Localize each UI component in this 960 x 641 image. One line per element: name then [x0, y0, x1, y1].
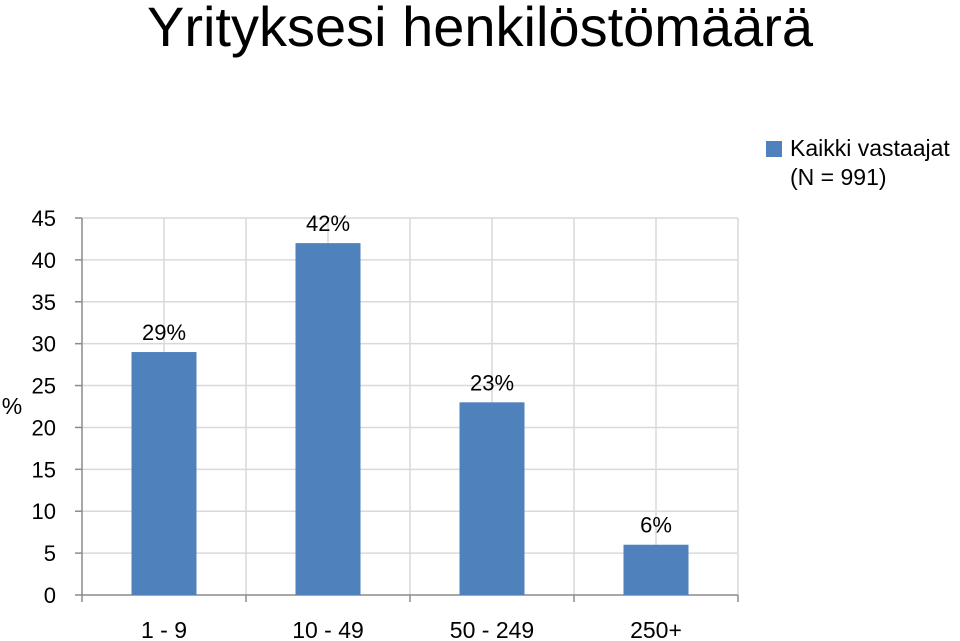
y-tick-label: 30: [32, 332, 56, 357]
bar: [623, 544, 689, 595]
x-tick-label: 1 - 9: [141, 617, 187, 641]
y-tick-label: 40: [32, 248, 56, 273]
bar: [459, 402, 525, 595]
legend-swatch: [766, 141, 782, 157]
bar: [295, 243, 361, 595]
y-tick-label: 0: [44, 583, 56, 608]
y-tick-label: 20: [32, 415, 56, 440]
y-tick-label: 25: [32, 374, 56, 399]
data-label: 42%: [306, 211, 350, 236]
y-tick-label: 15: [32, 457, 56, 482]
y-axis-label: %: [2, 393, 22, 419]
legend-label: Kaikki vastaajat (N = 991): [790, 134, 950, 192]
y-tick-label: 10: [32, 499, 56, 524]
x-tick-label: 250+: [630, 617, 682, 641]
legend-label-line-1: Kaikki vastaajat: [790, 135, 950, 161]
tick-labels: 0 5 10 15 20 25 30 35 40 45% 1 - 9 10 - 49 50 - 249 2…: [2, 206, 682, 641]
chart-title: Yrityksesi henkilöstömäärä: [146, 0, 814, 58]
x-tick-label: 10 - 49: [292, 617, 364, 641]
data-label: 29%: [142, 320, 186, 345]
bar: [131, 352, 197, 595]
x-tick-label: 50 - 249: [450, 617, 534, 641]
bars: [131, 243, 689, 595]
y-tick-label: 45: [32, 206, 56, 231]
data-labels: 29% 42% 23% 6%: [142, 211, 672, 538]
data-label: 23%: [470, 370, 514, 395]
data-label: 6%: [640, 513, 672, 538]
y-tick-label: 35: [32, 290, 56, 315]
legend-label-line-2: (N = 991): [790, 164, 887, 190]
y-tick-label: 5: [44, 541, 56, 566]
